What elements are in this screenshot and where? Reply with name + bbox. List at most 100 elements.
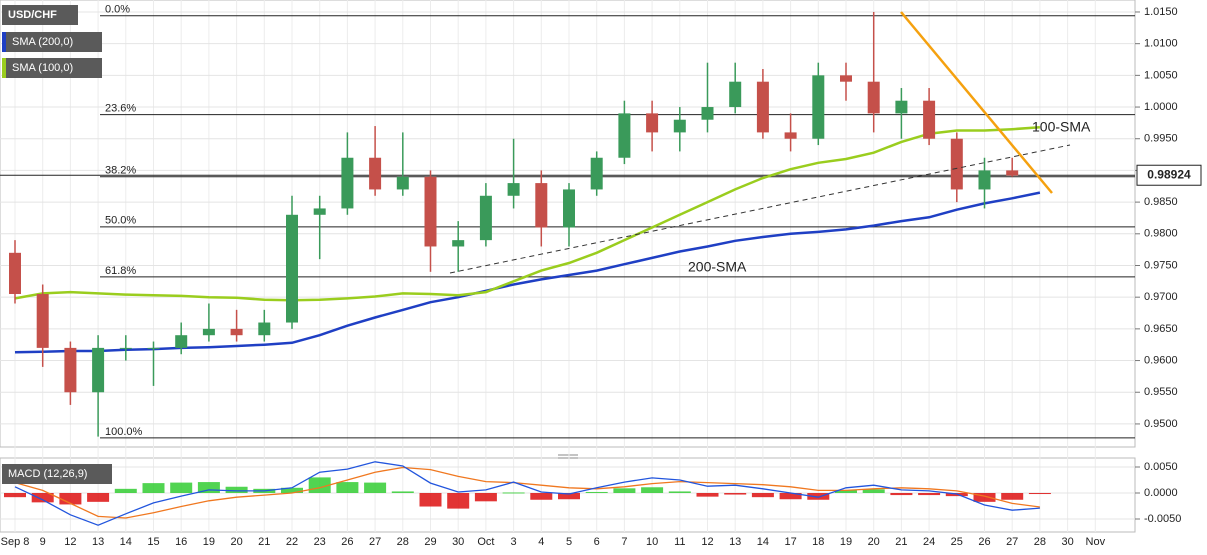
x-tick-label: 20 bbox=[230, 536, 242, 548]
histogram-bar bbox=[391, 491, 414, 493]
histogram-bar bbox=[779, 492, 802, 500]
histogram-bar bbox=[114, 488, 137, 493]
x-tick-label: 13 bbox=[729, 536, 741, 548]
histogram-bar bbox=[31, 492, 54, 503]
resistance-line bbox=[900, 11, 1053, 194]
histogram-bar bbox=[668, 491, 691, 493]
fib-label: 100.0% bbox=[105, 426, 143, 438]
x-tick-label: Sep 8 bbox=[1, 536, 30, 548]
candle-body bbox=[729, 81, 742, 108]
price-tag-label: 0.98924 bbox=[1147, 167, 1191, 181]
candle-body bbox=[812, 75, 825, 139]
macd-line bbox=[14, 461, 1040, 526]
legend-box bbox=[2, 58, 102, 78]
legend-swatch bbox=[2, 58, 6, 78]
candle-body bbox=[92, 347, 105, 393]
x-tick-label: 20 bbox=[868, 536, 880, 548]
x-tick-label: 17 bbox=[784, 536, 796, 548]
histogram-bar bbox=[336, 482, 359, 493]
candle-body bbox=[895, 100, 908, 114]
candle-body bbox=[452, 240, 465, 247]
candle-body bbox=[369, 157, 382, 190]
x-tick-label: 27 bbox=[369, 536, 381, 548]
x-tick-label: 6 bbox=[594, 536, 600, 548]
candle-body bbox=[867, 81, 880, 114]
candle-body bbox=[147, 347, 160, 349]
legend-label: SMA (100,0) bbox=[12, 62, 73, 74]
candle-body bbox=[950, 138, 963, 190]
candle-body bbox=[923, 100, 936, 139]
x-tick-label: 23 bbox=[314, 536, 326, 548]
histogram-bar bbox=[142, 483, 165, 493]
y-tick-label: 0.9600 bbox=[1144, 354, 1178, 366]
x-tick-label: 26 bbox=[341, 536, 353, 548]
x-tick-label: 21 bbox=[895, 536, 907, 548]
y-tick-label: 1.0000 bbox=[1144, 101, 1178, 113]
x-tick-label: 7 bbox=[621, 536, 627, 548]
macd-line bbox=[14, 466, 1040, 519]
legend-box bbox=[2, 5, 78, 25]
candle-body bbox=[618, 113, 631, 158]
x-tick-label: 30 bbox=[452, 536, 464, 548]
histogram-bar bbox=[641, 487, 664, 493]
annotation: 100-SMA bbox=[1032, 119, 1091, 135]
x-tick-label: 24 bbox=[923, 536, 935, 548]
histogram-bar bbox=[613, 488, 636, 493]
x-tick-label: 22 bbox=[286, 536, 298, 548]
histogram-bar bbox=[474, 492, 497, 502]
candle-body bbox=[840, 75, 852, 82]
histogram-bar bbox=[973, 492, 996, 502]
x-tick-label: 9 bbox=[40, 536, 46, 548]
histogram-bar bbox=[59, 492, 82, 505]
candle-body bbox=[424, 176, 437, 247]
y-tick-label: 1.0100 bbox=[1144, 38, 1178, 50]
histogram-bar bbox=[751, 492, 774, 498]
x-tick-label: 11 bbox=[674, 536, 685, 548]
histogram-bar bbox=[170, 482, 193, 493]
y-tick-label: 1.0050 bbox=[1144, 69, 1178, 81]
y-tick-label: 1.0150 bbox=[1144, 6, 1178, 18]
y-tick-label: 0.9650 bbox=[1144, 323, 1178, 335]
y-tick-label: 0.9750 bbox=[1144, 259, 1178, 271]
candle-body bbox=[341, 157, 354, 209]
fib-label: 23.6% bbox=[105, 103, 136, 115]
candle-body bbox=[978, 170, 991, 190]
y-tick-label: 0.9800 bbox=[1144, 228, 1178, 240]
x-tick-label: 14 bbox=[120, 536, 132, 548]
legend-swatch bbox=[2, 32, 6, 52]
histogram-bar bbox=[530, 492, 553, 500]
histogram-bar bbox=[1001, 492, 1024, 500]
x-tick-label: 12 bbox=[64, 536, 76, 548]
legend-box bbox=[2, 464, 112, 484]
x-tick-label: 27 bbox=[1006, 536, 1018, 548]
sma-line bbox=[14, 126, 1040, 302]
x-tick-label: 4 bbox=[538, 536, 544, 548]
histogram-bar bbox=[835, 490, 857, 493]
x-tick-label: Nov bbox=[1086, 536, 1106, 548]
candle-body bbox=[701, 107, 714, 120]
histogram-bar bbox=[419, 492, 442, 507]
candle-body bbox=[646, 113, 659, 133]
x-tick-label: 25 bbox=[951, 536, 963, 548]
x-tick-label: 14 bbox=[757, 536, 769, 548]
candle-body bbox=[507, 183, 520, 196]
histogram-bar bbox=[197, 482, 220, 493]
fib-label: 38.2% bbox=[105, 165, 136, 177]
candle-body bbox=[784, 132, 797, 139]
y-tick-label: 0.0000 bbox=[1144, 487, 1178, 499]
x-tick-label: 19 bbox=[203, 536, 215, 548]
histogram-bar bbox=[4, 492, 26, 498]
candle-body bbox=[202, 328, 215, 336]
fib-label: 61.8% bbox=[105, 265, 136, 277]
histogram-bar bbox=[724, 492, 747, 495]
annotation: 200-SMA bbox=[688, 259, 747, 275]
candle-body bbox=[756, 81, 769, 133]
legend-box bbox=[2, 32, 102, 52]
histogram-bar bbox=[225, 486, 248, 493]
y-tick-label: 0.9950 bbox=[1144, 133, 1178, 145]
histogram-bar bbox=[558, 492, 580, 500]
candle-body bbox=[286, 214, 298, 323]
candle-body bbox=[64, 347, 77, 393]
histogram-bar bbox=[918, 492, 941, 496]
x-tick-label: 28 bbox=[397, 536, 409, 548]
